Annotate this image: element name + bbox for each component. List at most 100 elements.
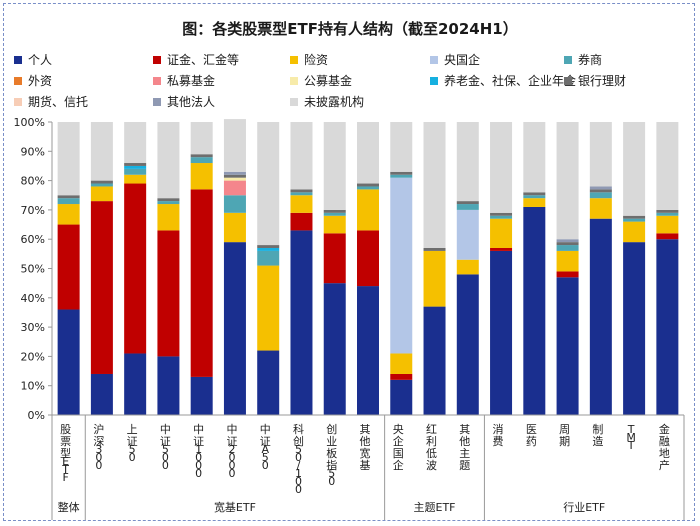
- bar-segment: [357, 286, 379, 415]
- bar-segment: [589, 122, 612, 187]
- bar-segment: [390, 122, 413, 172]
- bar-segment: [456, 259, 479, 275]
- bar-segment: [124, 168, 147, 175]
- bar-segment: [190, 163, 213, 190]
- bar-segment: [57, 309, 80, 415]
- group-label: 主题ETF: [414, 501, 456, 514]
- bar-segment: [190, 154, 213, 158]
- bar-segment: [656, 215, 679, 234]
- bar-segment: [90, 183, 113, 187]
- bar-segment: [290, 230, 313, 415]
- bar-segment: [157, 198, 180, 202]
- bar-segment: [124, 163, 147, 166]
- bar-segment: [490, 215, 513, 219]
- legend-label: 证金、汇金等: [167, 53, 240, 67]
- x-category-label: 创业板指 5 0: [326, 423, 337, 488]
- x-category-label: 中证 5 0 0: [160, 423, 171, 472]
- y-tick-label: 90%: [21, 145, 45, 158]
- y-tick-label: 30%: [21, 321, 45, 334]
- bar-segment: [357, 189, 379, 231]
- bar-segment: [423, 306, 446, 415]
- bar-segment: [223, 195, 246, 213]
- legend-label: 外资: [28, 74, 53, 88]
- x-category-label: 中证 A 5 0: [260, 423, 271, 472]
- bar-segment: [323, 283, 346, 415]
- bar-segment: [523, 198, 546, 207]
- group-label: 整体: [58, 500, 80, 514]
- bar-segment: [556, 277, 579, 415]
- legend-swatch: [564, 76, 572, 85]
- bar-segment: [523, 206, 546, 415]
- bar-segment: [157, 230, 180, 357]
- bar-segment: [623, 218, 646, 222]
- bar-segment: [90, 373, 113, 415]
- legend-item: 个人: [14, 51, 52, 68]
- chart-title: 图：各类股票型ETF持有人结构（截至2024H1）: [182, 20, 518, 38]
- x-category-label: 央企国企: [393, 423, 404, 472]
- legend-item: 银行理财: [564, 72, 626, 89]
- bar-segment: [423, 250, 446, 307]
- bar-segment: [157, 356, 180, 415]
- bar-segment: [190, 157, 213, 164]
- bar-segment: [556, 250, 579, 272]
- legend-label: 未披露机构: [304, 95, 365, 109]
- bar-segment: [190, 376, 213, 415]
- bar-segment: [323, 215, 346, 234]
- bar-segment: [257, 122, 280, 246]
- legend-label: 银行理财: [578, 74, 627, 88]
- legend-label: 期货、信托: [28, 95, 89, 109]
- chart-frame: [3, 3, 695, 521]
- bar-segment: [223, 242, 246, 415]
- bar-segment: [623, 242, 646, 415]
- bar-segment: [124, 174, 147, 184]
- bar-segment: [90, 180, 113, 184]
- bar-segment: [290, 189, 313, 193]
- legend-swatch: [153, 97, 161, 106]
- bar-segment: [124, 165, 147, 169]
- bar-segment: [656, 233, 679, 240]
- bar-segment: [390, 171, 413, 175]
- bar-segment: [257, 265, 280, 351]
- bar-segment: [223, 212, 246, 243]
- bar-segment: [556, 271, 579, 278]
- legend-swatch: [290, 55, 298, 64]
- bar-segment: [323, 212, 346, 216]
- x-category-label: 医药: [526, 423, 537, 448]
- bar-segment: [523, 192, 546, 196]
- y-tick-label: 0%: [28, 409, 45, 422]
- bar-segment: [490, 247, 513, 251]
- bar-segment: [157, 204, 180, 231]
- legend-swatch: [14, 97, 22, 106]
- bar-segment: [157, 122, 180, 199]
- bar-segment: [623, 122, 646, 216]
- y-tick-label: 100%: [14, 116, 45, 129]
- x-category-label: 周期: [559, 423, 570, 448]
- bar-segment: [456, 274, 479, 415]
- legend-item: 外资: [14, 72, 52, 89]
- bar-segment: [623, 215, 646, 219]
- y-tick-label: 40%: [21, 292, 45, 305]
- bar-segment: [656, 122, 679, 210]
- bar-segment: [456, 209, 479, 260]
- x-category-label: 金融地产: [659, 422, 670, 472]
- bar-segment: [490, 122, 513, 213]
- bar-segment: [290, 195, 313, 213]
- y-tick-label: 10%: [21, 380, 45, 393]
- bar-segment: [589, 198, 612, 219]
- bar-segment: [423, 247, 446, 251]
- bar-segment: [556, 245, 579, 251]
- bar-segment: [323, 233, 346, 284]
- bar-segment: [556, 239, 579, 243]
- bar-segment: [556, 122, 579, 240]
- bar-segment: [589, 192, 612, 199]
- bar-segment: [223, 171, 246, 175]
- bar-segment: [223, 119, 246, 172]
- legend-item: 险资: [290, 51, 328, 68]
- legend-label: 其他法人: [167, 95, 216, 109]
- legend-swatch: [564, 55, 572, 64]
- bar-segment: [357, 122, 379, 184]
- legend-item: 央国企: [430, 51, 480, 68]
- bar-segment: [90, 122, 113, 181]
